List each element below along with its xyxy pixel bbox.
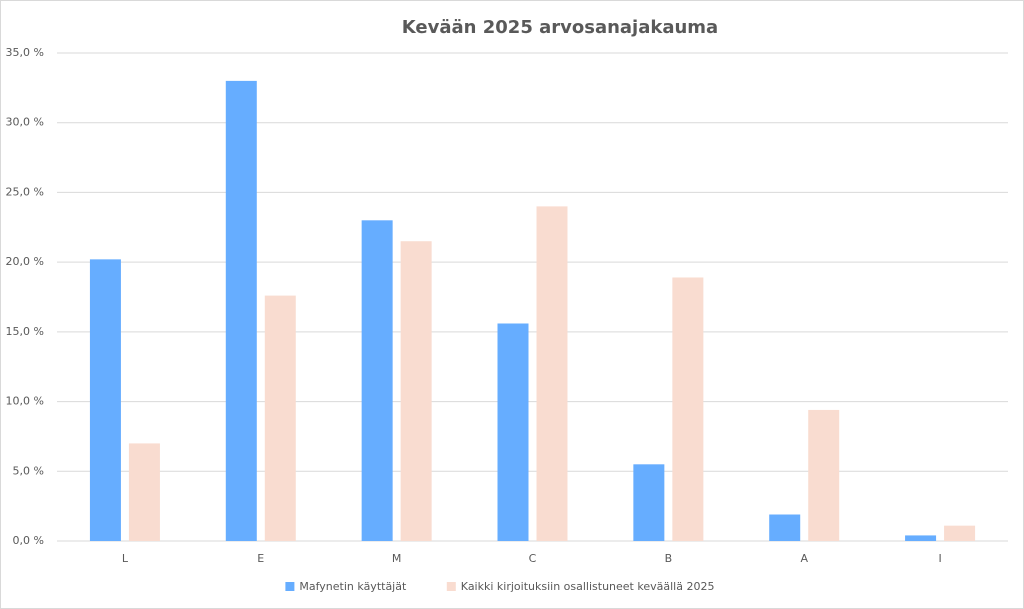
legend-label: Mafynetin käyttäjät xyxy=(299,580,407,593)
bar xyxy=(89,259,121,541)
bar xyxy=(769,514,801,541)
bar xyxy=(905,535,937,541)
legend-label: Kaikki kirjoituksiin osallistuneet kevää… xyxy=(461,580,715,593)
y-tick-label: 20,0 % xyxy=(6,255,44,268)
x-tick-label: B xyxy=(665,552,673,565)
bar xyxy=(944,525,976,541)
legend-swatch xyxy=(446,582,456,591)
x-tick-label: C xyxy=(529,552,537,565)
y-tick-label: 25,0 % xyxy=(6,185,44,198)
legend-swatch xyxy=(285,582,295,591)
y-tick-label: 30,0 % xyxy=(6,116,44,129)
y-tick-label: 35,0 % xyxy=(6,46,44,59)
y-tick-label: 10,0 % xyxy=(6,395,44,408)
bar xyxy=(361,220,393,542)
bar xyxy=(497,323,529,541)
y-tick-label: 5,0 % xyxy=(13,464,44,477)
bar xyxy=(128,443,160,541)
x-tick-label: E xyxy=(257,552,264,565)
x-tick-label: A xyxy=(800,552,808,565)
bar xyxy=(400,241,432,541)
bar xyxy=(225,80,257,541)
x-tick-label: M xyxy=(392,552,402,565)
x-tick-label: L xyxy=(122,552,129,565)
x-tick-label: I xyxy=(938,552,941,565)
chart-title: Kevään 2025 arvosanajakauma xyxy=(402,17,718,38)
bar xyxy=(808,409,840,541)
bar xyxy=(633,464,665,541)
bar xyxy=(672,277,704,541)
y-tick-label: 15,0 % xyxy=(6,325,44,338)
bar xyxy=(264,295,296,541)
bar xyxy=(536,206,568,541)
y-tick-label: 0,0 % xyxy=(13,534,44,547)
